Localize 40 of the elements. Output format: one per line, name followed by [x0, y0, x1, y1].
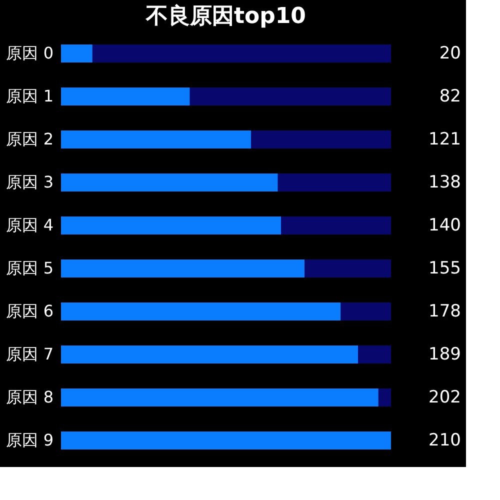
bar: [61, 302, 341, 320]
y-tick-label: 原因 9: [6, 430, 54, 450]
bar: [61, 174, 278, 192]
y-tick-label: 原因 2: [6, 130, 54, 148]
bar: [61, 260, 305, 278]
bar: [92, 44, 391, 62]
bar: [358, 346, 391, 364]
y-tick-label: 原因 0: [6, 44, 54, 62]
data-label: 210: [428, 430, 461, 450]
data-label: 121: [428, 130, 461, 150]
y-tick-label: 原因 5: [6, 258, 54, 278]
bar: [61, 388, 378, 406]
bar: [340, 302, 391, 320]
bar: [61, 130, 252, 148]
bar: [61, 346, 358, 364]
bar: [61, 88, 190, 106]
bar: [278, 174, 391, 192]
data-label: 140: [428, 216, 461, 236]
bar: [251, 130, 391, 148]
bar: [304, 260, 391, 278]
data-label: 202: [428, 388, 461, 408]
y-tick-label: 原因 4: [6, 216, 54, 234]
y-tick-label: 原因 1: [6, 86, 54, 106]
data-label: 178: [428, 302, 461, 322]
y-tick-label: 原因 6: [6, 302, 54, 320]
data-label: 20: [439, 44, 461, 64]
data-label: 189: [428, 344, 461, 364]
bar: [61, 44, 92, 62]
bar: [61, 216, 281, 234]
data-label: 138: [428, 172, 461, 192]
bar: [190, 88, 391, 106]
y-tick-label: 原因 7: [6, 344, 54, 364]
chart-title: 不良原因top10: [145, 3, 306, 29]
bar: [378, 388, 391, 406]
data-label: 155: [428, 258, 461, 278]
y-tick-label: 原因 3: [6, 172, 54, 192]
data-label: 82: [439, 86, 461, 106]
bar: [61, 432, 391, 450]
y-tick-label: 原因 8: [6, 388, 54, 406]
bar: [281, 216, 391, 234]
